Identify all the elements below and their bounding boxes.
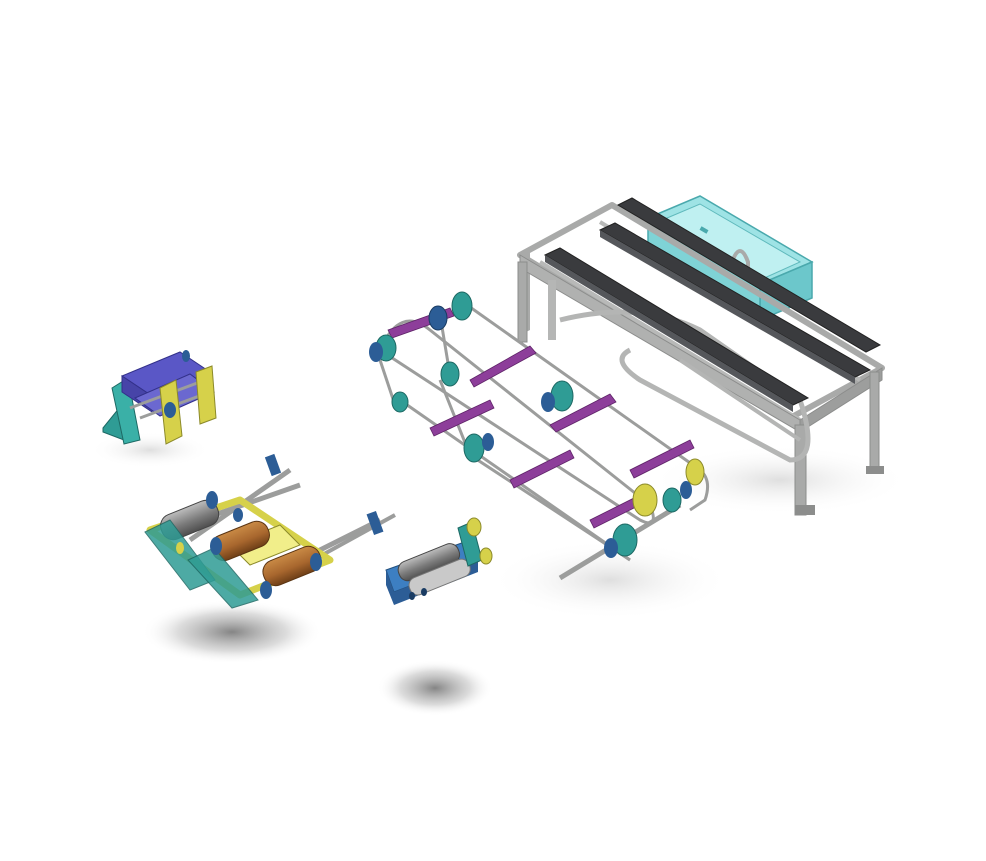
conveyor-icon [369,291,710,581]
clamp-block-icon [102,350,217,445]
table-frame-icon [517,195,885,516]
roller-assembly-icon [144,453,396,609]
black-rails [543,197,882,412]
pulleys [369,291,705,558]
ground-shadows [90,432,910,716]
roller-module-icon [385,517,493,605]
